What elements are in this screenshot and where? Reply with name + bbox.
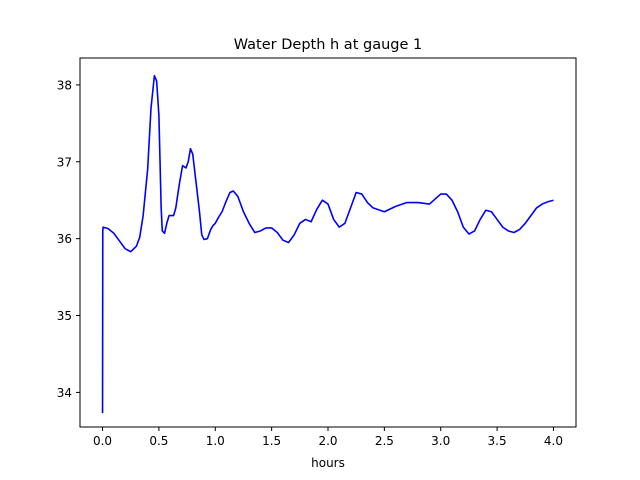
x-tick-label: 4.0: [544, 434, 563, 448]
x-tick-label: 3.0: [431, 434, 450, 448]
y-tick-label: 37: [57, 155, 72, 169]
series-layer: [101, 74, 554, 414]
x-tick-label: 2.5: [375, 434, 394, 448]
x-tick-label: 0.0: [93, 434, 112, 448]
y-tick-label: 36: [57, 232, 72, 246]
plot-area: [80, 58, 576, 427]
series-line-1: [101, 74, 554, 414]
x-axis-ticks: 0.0 0.5 1.0 1.5 2.0 2.5 3.0 3.5 4.0: [93, 427, 563, 448]
x-tick-label: 1.0: [206, 434, 225, 448]
x-tick-label: 2.0: [318, 434, 337, 448]
x-tick-label: 3.5: [488, 434, 507, 448]
x-axis-label: hours: [311, 456, 345, 470]
y-tick-label: 35: [57, 309, 72, 323]
y-tick-label: 38: [57, 78, 72, 92]
y-tick-label: 34: [57, 386, 72, 400]
x-tick-label: 1.5: [262, 434, 281, 448]
chart-title: Water Depth h at gauge 1: [234, 37, 422, 53]
y-axis-ticks: 34 35 36 37 38: [57, 78, 80, 400]
plot-frame: [79, 57, 577, 428]
x-tick-label: 0.5: [149, 434, 168, 448]
